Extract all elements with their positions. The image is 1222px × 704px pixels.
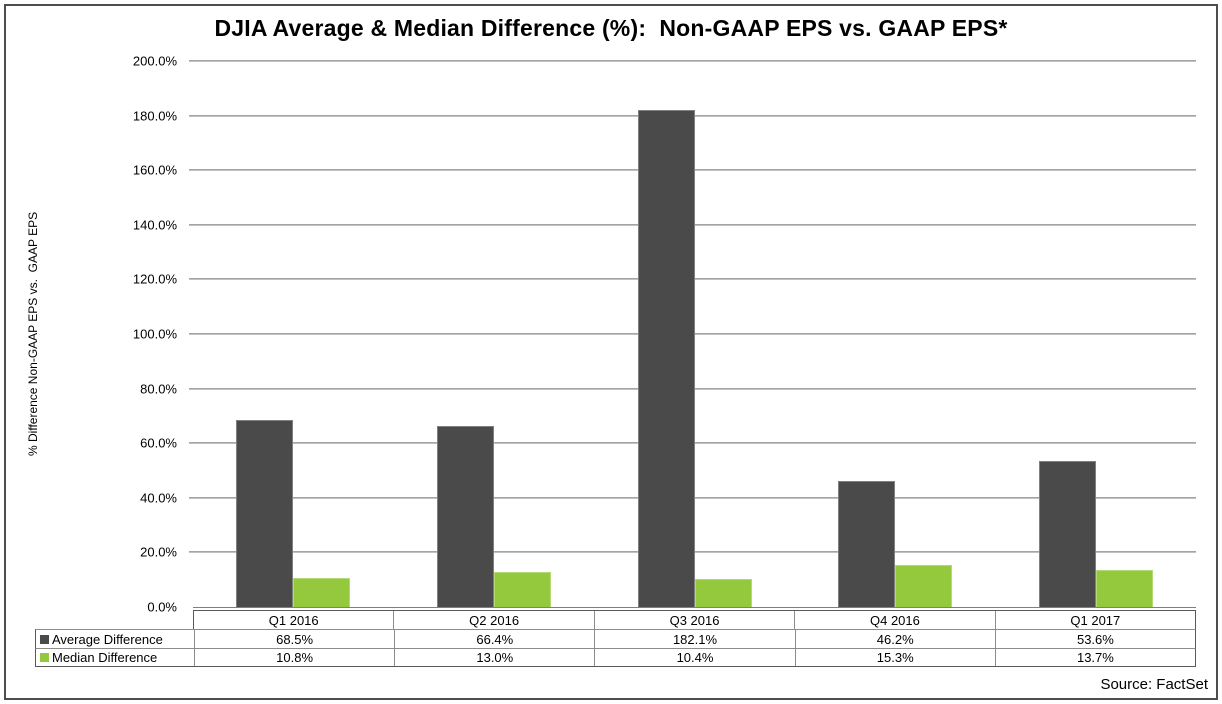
value-cell-median-difference-q1-2017: 13.7%: [994, 649, 1195, 666]
value-cell-average-difference-q1-2016: 68.5%: [194, 630, 394, 648]
table-row-median-difference: Median Difference 10.8% 13.0% 10.4% 15.3% 13.…: [35, 648, 1196, 667]
bar-median-difference-q4-2016: [895, 565, 953, 607]
category-header-q2-2016: Q2 2016: [393, 611, 593, 629]
category-header-q1-2017: Q1 2017: [994, 611, 1195, 629]
bar-average-difference-q1-2016: [236, 420, 294, 607]
bar-median-difference-q1-2017: [1095, 569, 1153, 607]
value-cell-average-difference-q3-2016: 182.1%: [594, 630, 794, 648]
bar-median-difference-q3-2016: [694, 578, 752, 607]
value-cell-median-difference-q1-2016: 10.8%: [194, 649, 394, 666]
legend-swatch-average-difference: [40, 634, 49, 644]
legend-swatch-median-difference: [40, 653, 49, 662]
y-tick-label-180-0: 180.0%: [132, 108, 177, 124]
bar-average-difference-q3-2016: [637, 109, 695, 607]
y-tick-label-60-0: 60.0%: [140, 435, 177, 451]
bar-average-difference-q1-2017: [1038, 460, 1096, 607]
value-cell-median-difference-q2-2016: 13.0%: [394, 649, 594, 666]
y-axis-tick-labels: 0.0% 20.0% 40.0% 60.0% 80.0% 100.0% 120.0% 140.…: [60, 55, 185, 614]
bar-median-difference-q1-2016: [293, 577, 351, 607]
y-tick-label-140-0: 140.0%: [132, 217, 177, 233]
value-cell-average-difference-q1-2017: 53.6%: [994, 630, 1195, 648]
y-tick-label-0-0: 0.0%: [147, 599, 177, 615]
y-tick-label-120-0: 120.0%: [132, 271, 177, 287]
y-tick-label-80-0: 80.0%: [140, 381, 177, 397]
plot-area: [189, 60, 1196, 608]
value-cell-average-difference-q2-2016: 66.4%: [394, 630, 594, 648]
y-tick-label-20-0: 20.0%: [140, 544, 177, 560]
value-cell-median-difference-q3-2016: 10.4%: [594, 649, 794, 666]
category-header-q4-2016: Q4 2016: [794, 611, 994, 629]
chart-title: DJIA Average & Median Difference (%): No…: [214, 15, 1008, 41]
legend-cell-average-difference: Average Difference: [36, 630, 194, 648]
value-cell-average-difference-q4-2016: 46.2%: [794, 630, 995, 648]
legend-label-average-difference: Average Difference: [52, 631, 163, 647]
y-tick-label-40-0: 40.0%: [140, 490, 177, 506]
x-axis-category-row: Q1 2016 Q2 2016 Q3 2016 Q4 2016 Q1 2017: [193, 610, 1196, 629]
y-tick-label-160-0: 160.0%: [132, 162, 177, 178]
gridline-200-0: [189, 60, 1196, 62]
category-header-q3-2016: Q3 2016: [593, 611, 794, 629]
source-note: Source: FactSet: [1100, 676, 1208, 693]
y-tick-label-200-0: 200.0%: [132, 53, 177, 69]
bar-median-difference-q2-2016: [493, 571, 551, 607]
bar-average-difference-q2-2016: [436, 425, 494, 607]
y-axis-title: % Difference Non-GAAP EPS vs. GAAP EPS: [26, 211, 40, 457]
legend-label-median-difference: Median Difference: [52, 650, 158, 665]
bar-average-difference-q4-2016: [838, 480, 896, 607]
value-cell-median-difference-q4-2016: 15.3%: [794, 649, 995, 666]
table-row-average-difference: Average Difference 68.5% 66.4% 182.1% 46.2% 5…: [35, 629, 1196, 648]
legend-cell-median-difference: Median Difference: [36, 649, 194, 666]
category-header-q1-2016: Q1 2016: [268, 612, 319, 628]
y-tick-label-100-0: 100.0%: [132, 326, 177, 342]
